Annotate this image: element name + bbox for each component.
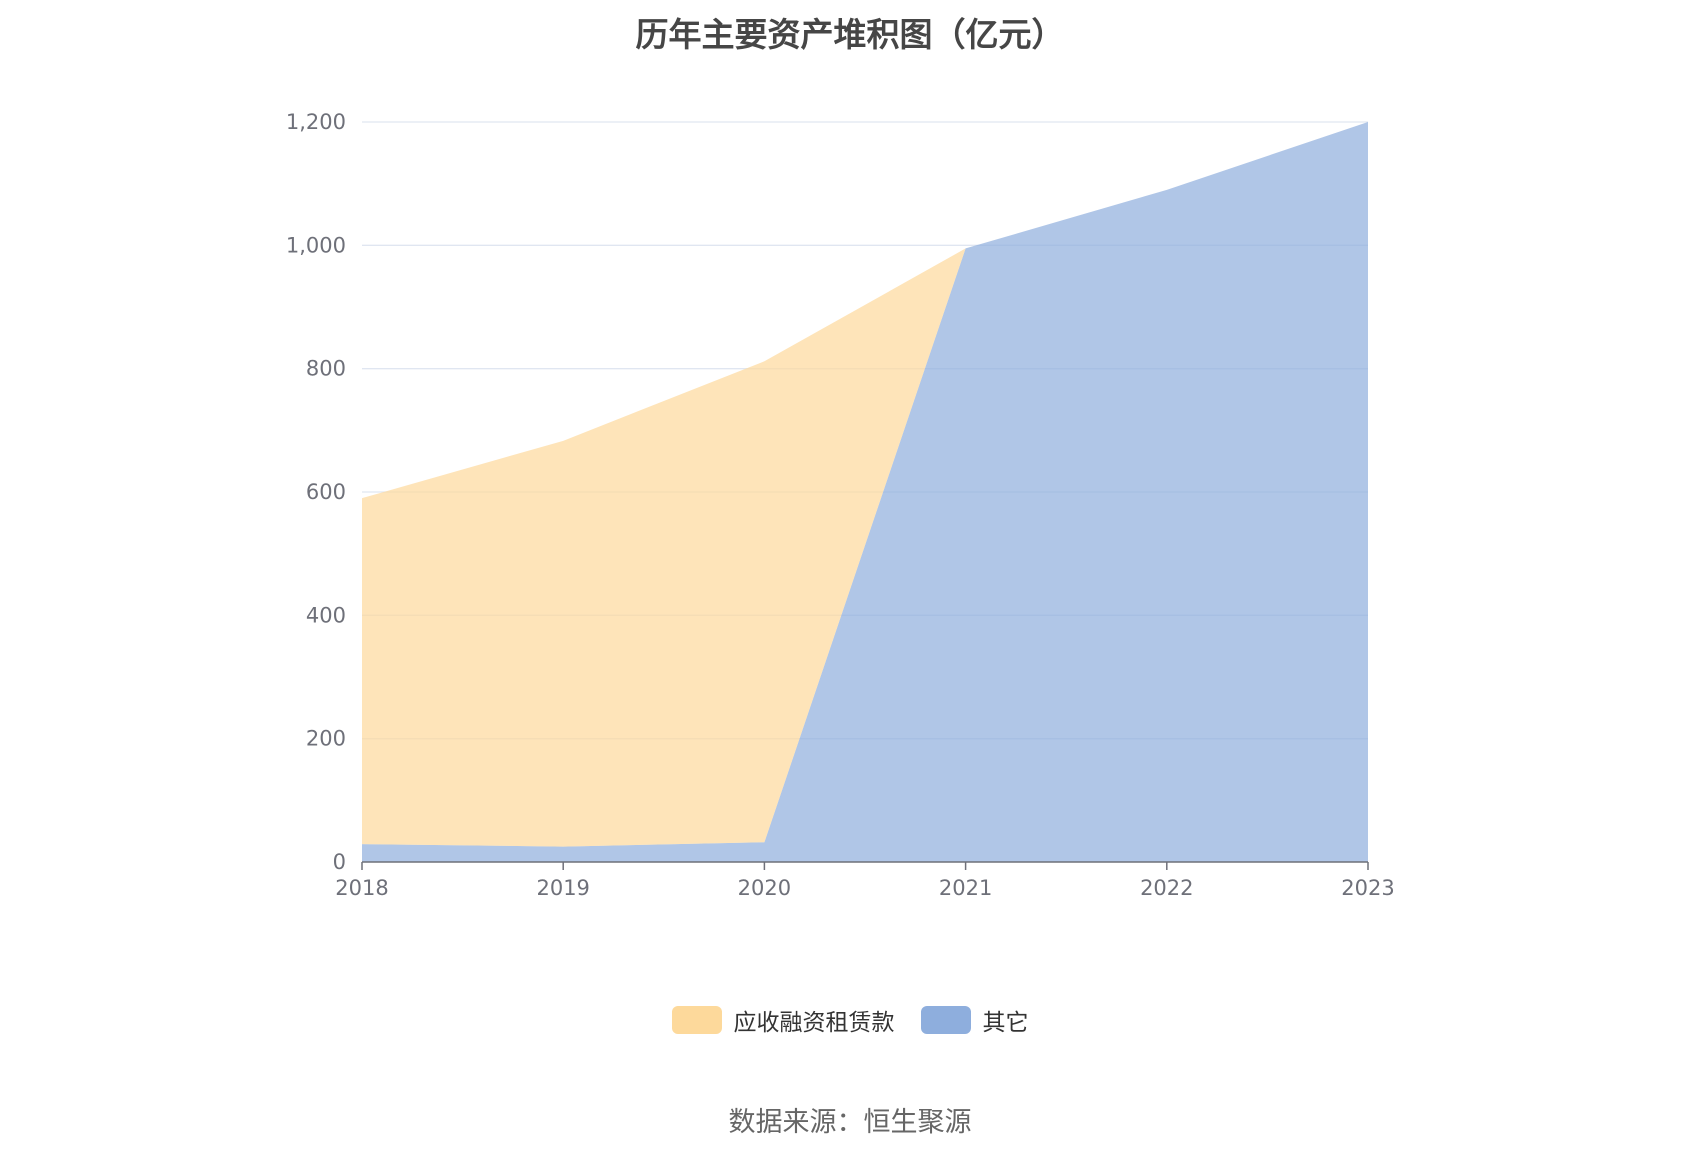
legend-label-receivables: 应收融资租赁款 [733,1010,895,1036]
x-tick-label: 2020 [738,876,791,900]
x-tick-label: 2018 [335,876,388,900]
x-tick-label: 2019 [536,876,589,900]
y-tick-label: 800 [306,357,346,381]
y-tick-label: 1,000 [286,233,346,257]
y-tick-label: 1,200 [286,110,346,134]
x-axis-tick-labels: 2018 2019 2020 2021 2022 2023 [335,876,1394,900]
x-tick-label: 2023 [1341,876,1394,900]
y-tick-label: 600 [306,480,346,504]
x-axis [361,861,1369,870]
legend-label-other: 其它 [982,1010,1029,1036]
area-series-path [362,122,1368,862]
chart-title: 历年主要资产堆积图（亿元） [635,15,1065,54]
x-tick-label: 2021 [939,876,992,900]
y-tick-label: 0 [333,850,346,874]
data-source-note: 数据来源：恒生聚源 [728,1107,972,1138]
y-tick-label: 400 [306,603,346,627]
legend-item-receivables[interactable]: 应收融资租赁款 [671,1003,895,1037]
legend-swatch-receivables [671,1006,722,1034]
area-series-path [362,122,1368,847]
legend: 应收融资租赁款 其它 [0,1003,1700,1037]
legend-swatch-other [920,1006,971,1034]
legend-item-other[interactable]: 其它 [920,1003,1029,1037]
y-axis-tick-labels: 0 200 400 600 800 1,000 1,200 [286,110,346,874]
x-tick-label: 2022 [1140,876,1193,900]
y-tick-label: 200 [306,727,346,751]
area-series [362,122,1368,862]
